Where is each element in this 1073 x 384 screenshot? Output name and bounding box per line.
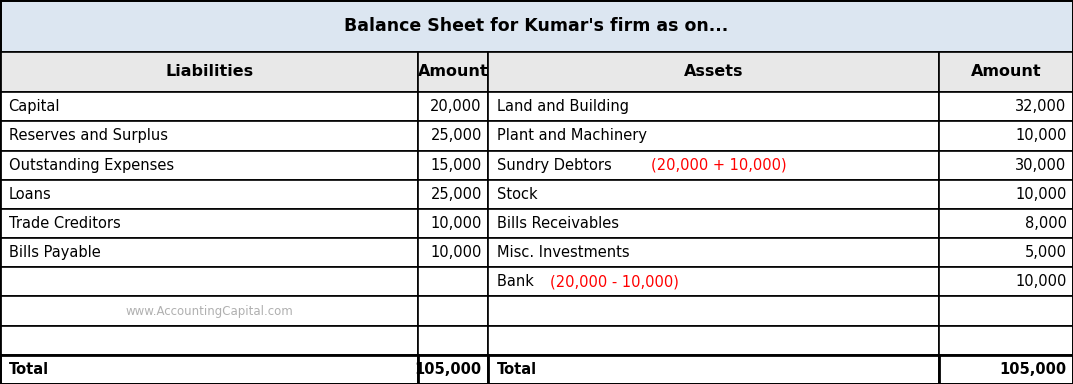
- Text: Outstanding Expenses: Outstanding Expenses: [9, 157, 174, 173]
- Text: 10,000: 10,000: [430, 216, 482, 231]
- Text: Misc. Investments: Misc. Investments: [497, 245, 630, 260]
- Bar: [418, 151, 488, 180]
- Bar: [418, 296, 488, 326]
- Bar: [939, 92, 1073, 121]
- Text: Bank: Bank: [497, 274, 539, 290]
- Text: 10,000: 10,000: [1015, 187, 1067, 202]
- Text: 20,000: 20,000: [430, 99, 482, 114]
- Bar: [488, 209, 939, 238]
- Bar: [488, 238, 939, 267]
- Text: Reserves and Surplus: Reserves and Surplus: [9, 128, 167, 144]
- Text: 5,000: 5,000: [1025, 245, 1067, 260]
- Bar: [488, 267, 939, 296]
- Bar: [418, 326, 488, 355]
- Bar: [418, 52, 488, 92]
- Bar: [939, 121, 1073, 151]
- Bar: [418, 92, 488, 121]
- Text: Land and Building: Land and Building: [497, 99, 629, 114]
- Text: Plant and Machinery: Plant and Machinery: [497, 128, 647, 144]
- Text: Balance Sheet for Kumar's firm as on...: Balance Sheet for Kumar's firm as on...: [344, 17, 729, 35]
- Bar: [0, 92, 418, 121]
- Text: 10,000: 10,000: [1015, 128, 1067, 144]
- Bar: [939, 267, 1073, 296]
- Text: 15,000: 15,000: [430, 157, 482, 173]
- Text: Sundry Debtors: Sundry Debtors: [497, 157, 616, 173]
- Bar: [418, 267, 488, 296]
- Bar: [418, 355, 488, 384]
- Bar: [0, 267, 418, 296]
- Bar: [0, 355, 418, 384]
- Text: 8,000: 8,000: [1025, 216, 1067, 231]
- Bar: [0, 209, 418, 238]
- Text: Stock: Stock: [497, 187, 538, 202]
- Text: Liabilities: Liabilities: [165, 65, 253, 79]
- Bar: [0, 121, 418, 151]
- Bar: [0, 326, 418, 355]
- Text: Capital: Capital: [9, 99, 60, 114]
- Bar: [939, 238, 1073, 267]
- Bar: [418, 209, 488, 238]
- Text: 105,000: 105,000: [414, 362, 482, 377]
- Bar: [939, 326, 1073, 355]
- Bar: [939, 180, 1073, 209]
- Bar: [488, 121, 939, 151]
- Bar: [0, 0, 1073, 52]
- Text: 10,000: 10,000: [430, 245, 482, 260]
- Text: 32,000: 32,000: [1015, 99, 1067, 114]
- Text: Assets: Assets: [684, 65, 744, 79]
- Bar: [0, 180, 418, 209]
- Bar: [939, 151, 1073, 180]
- Bar: [939, 355, 1073, 384]
- Bar: [488, 296, 939, 326]
- Text: 25,000: 25,000: [430, 128, 482, 144]
- Text: 10,000: 10,000: [1015, 274, 1067, 290]
- Text: (20,000 - 10,000): (20,000 - 10,000): [550, 274, 679, 290]
- Bar: [0, 151, 418, 180]
- Bar: [418, 180, 488, 209]
- Bar: [0, 296, 418, 326]
- Text: Trade Creditors: Trade Creditors: [9, 216, 120, 231]
- Bar: [488, 52, 939, 92]
- Text: 105,000: 105,000: [999, 362, 1067, 377]
- Text: Amount: Amount: [971, 65, 1041, 79]
- Text: (20,000 + 10,000): (20,000 + 10,000): [651, 157, 787, 173]
- Text: Bills Receivables: Bills Receivables: [497, 216, 619, 231]
- Text: Total: Total: [9, 362, 48, 377]
- Bar: [939, 52, 1073, 92]
- Text: Amount: Amount: [418, 65, 488, 79]
- Text: www.AccountingCapital.com: www.AccountingCapital.com: [126, 305, 293, 318]
- Bar: [488, 180, 939, 209]
- Text: 30,000: 30,000: [1015, 157, 1067, 173]
- Text: Bills Payable: Bills Payable: [9, 245, 101, 260]
- Bar: [0, 52, 418, 92]
- Text: Total: Total: [497, 362, 536, 377]
- Bar: [488, 151, 939, 180]
- Bar: [418, 238, 488, 267]
- Bar: [939, 296, 1073, 326]
- Bar: [488, 326, 939, 355]
- Bar: [939, 209, 1073, 238]
- Bar: [488, 92, 939, 121]
- Bar: [418, 121, 488, 151]
- Text: 25,000: 25,000: [430, 187, 482, 202]
- Bar: [488, 355, 939, 384]
- Text: Loans: Loans: [9, 187, 52, 202]
- Bar: [0, 238, 418, 267]
